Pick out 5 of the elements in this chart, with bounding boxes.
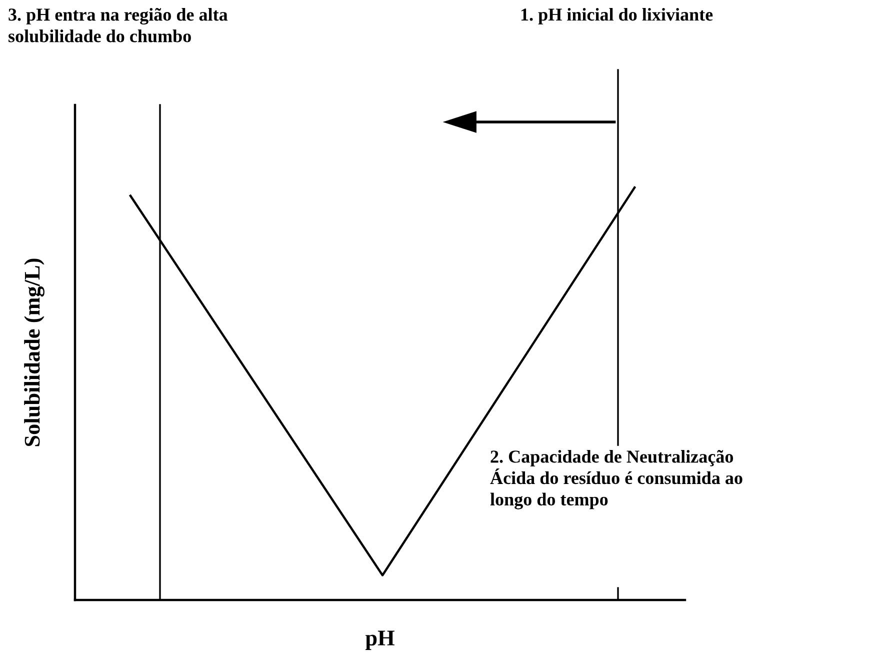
x-axis-title: pH <box>365 630 394 650</box>
text: 1. pH inicial do lixiviante <box>521 8 713 24</box>
annotation: 2. Capacidade de Neutralização Ácida do resíduo é consumida ao longo do tempo <box>490 450 742 510</box>
text: 3. pH entra na região de alta solubilidade do chumbo <box>8 8 228 42</box>
y-axis-title: Solubilidade (mg/L) <box>24 258 44 446</box>
